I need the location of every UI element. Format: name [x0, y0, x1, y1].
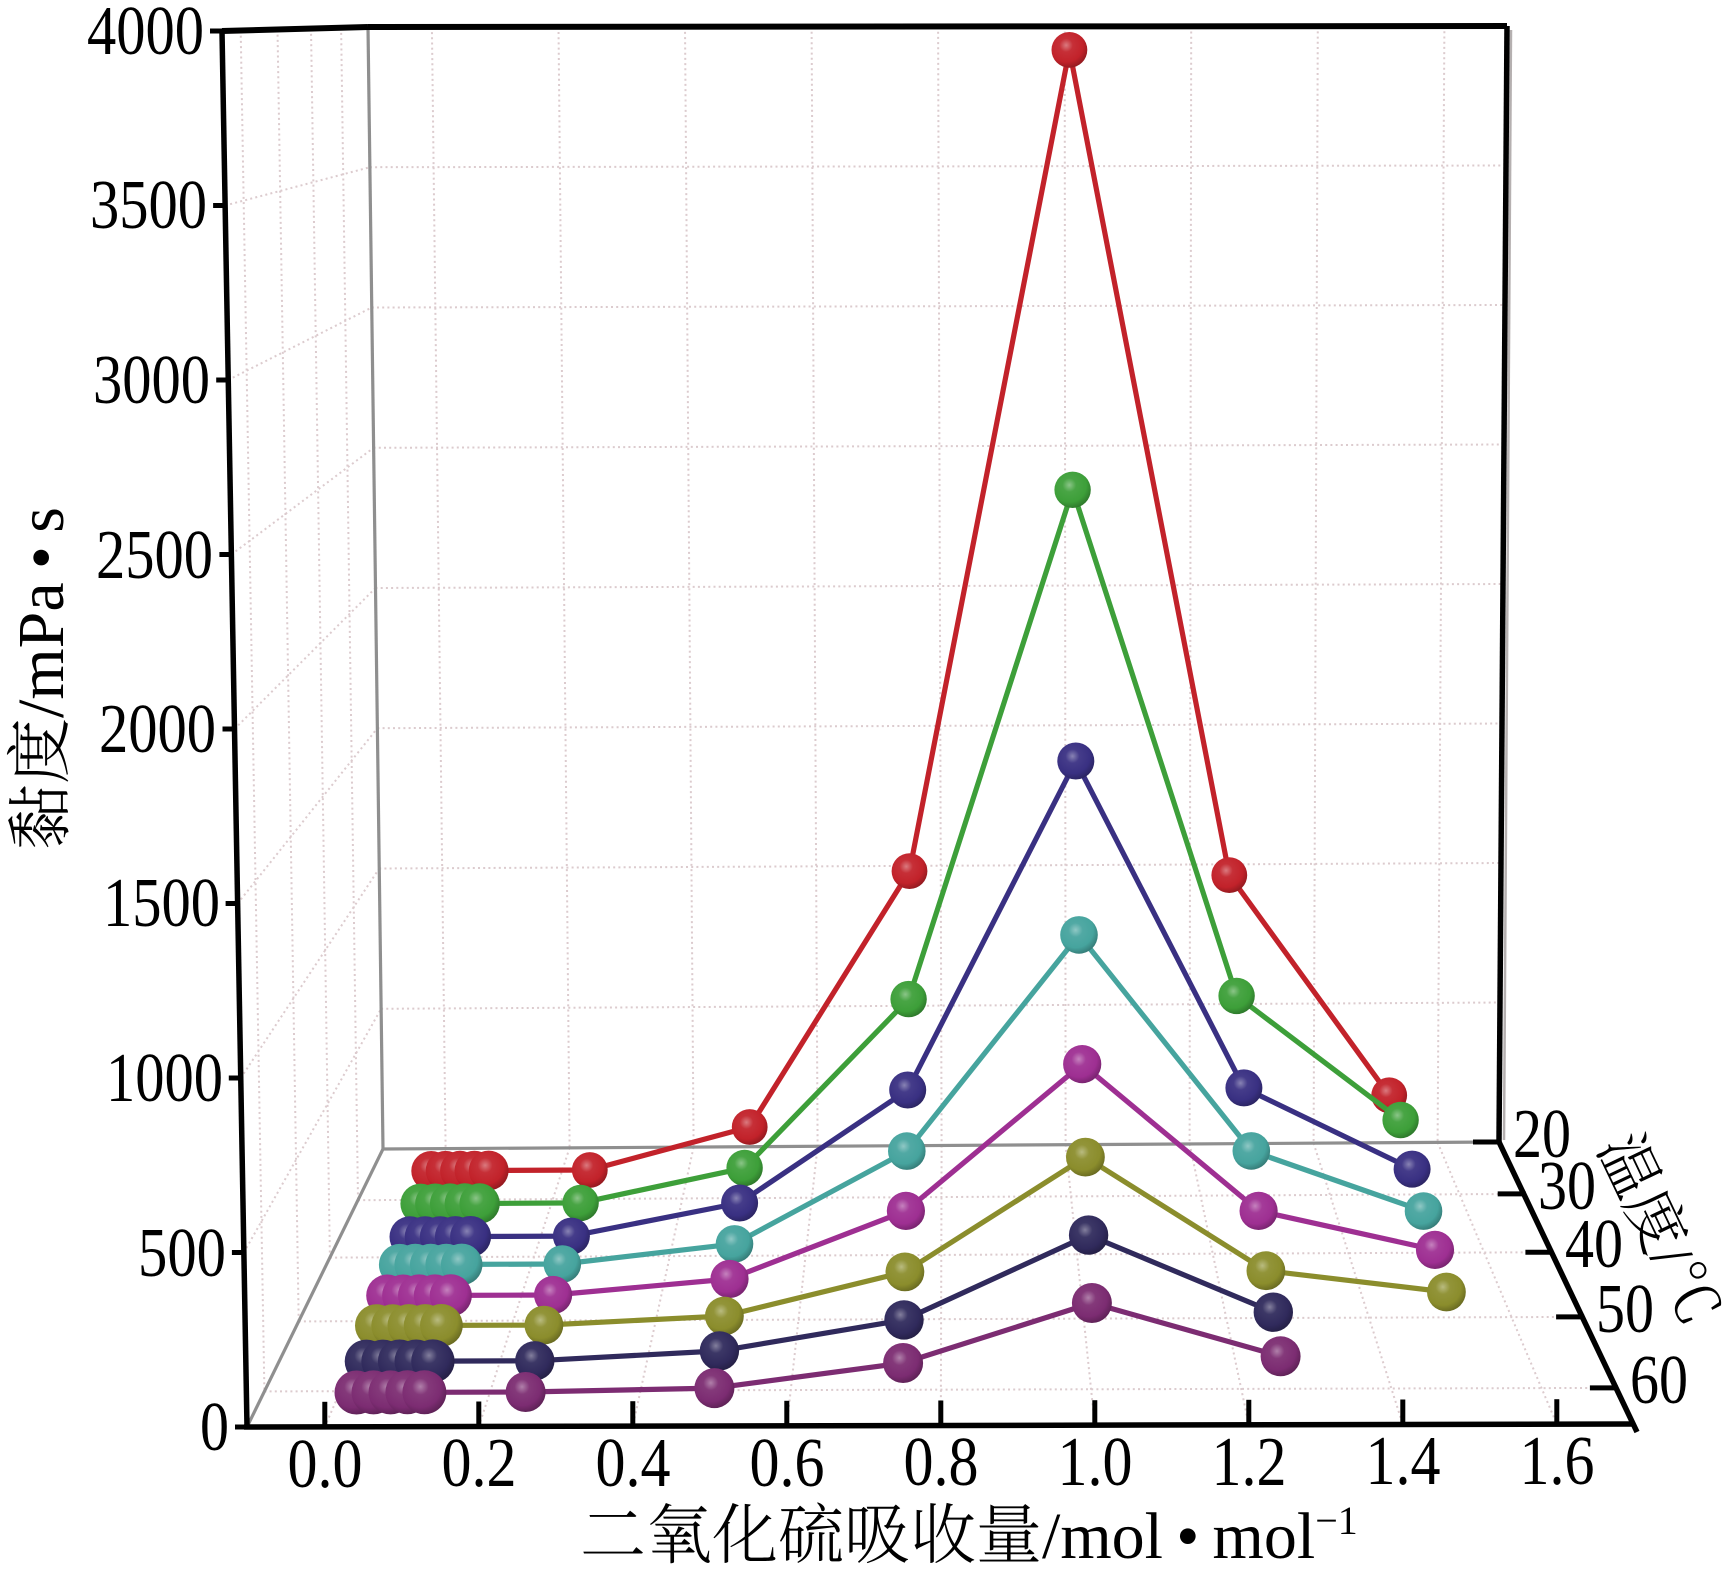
svg-text:2000: 2000: [99, 691, 216, 768]
svg-text:3500: 3500: [90, 167, 207, 244]
svg-text:2500: 2500: [96, 517, 213, 594]
svg-text:20: 20: [1513, 1096, 1571, 1173]
svg-text:0.6: 0.6: [750, 1425, 825, 1502]
svg-text:60: 60: [1630, 1342, 1688, 1419]
svg-text:500: 500: [138, 1215, 226, 1292]
svg-text:3000: 3000: [93, 342, 210, 419]
svg-text:/mPa • s: /mPa • s: [5, 507, 78, 718]
svg-text:1.0: 1.0: [1058, 1424, 1133, 1501]
svg-text:0.8: 0.8: [904, 1424, 979, 1501]
svg-text:0: 0: [200, 1389, 229, 1466]
svg-text:50: 50: [1596, 1271, 1654, 1348]
svg-text:1.4: 1.4: [1366, 1423, 1441, 1500]
svg-text:1.2: 1.2: [1212, 1424, 1287, 1501]
svg-text:1500: 1500: [103, 865, 220, 942]
svg-text:0.4: 0.4: [596, 1425, 671, 1502]
svg-text:0.0: 0.0: [288, 1426, 363, 1503]
svg-text:4000: 4000: [87, 0, 204, 70]
svg-text:1000: 1000: [106, 1040, 223, 1117]
svg-text:30: 30: [1538, 1148, 1596, 1225]
svg-text:1.6: 1.6: [1520, 1423, 1595, 1500]
svg-text:0.2: 0.2: [442, 1425, 517, 1502]
svg-text:40: 40: [1565, 1206, 1623, 1283]
svg-text:/mol • mol−1: /mol • mol−1: [1042, 1498, 1358, 1572]
